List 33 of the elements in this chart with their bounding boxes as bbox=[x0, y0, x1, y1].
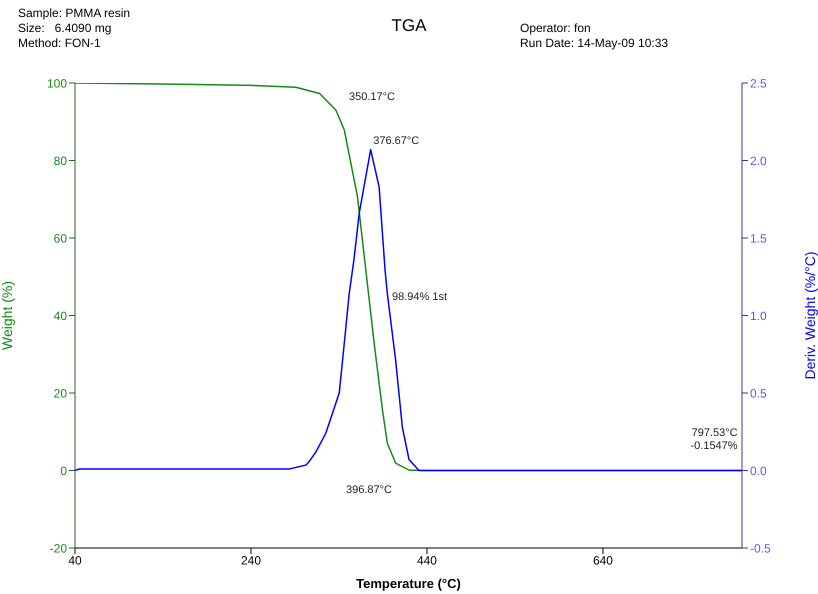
y2-tick-label: -0.5 bbox=[750, 541, 772, 556]
x-axis-title: Temperature (°C) bbox=[356, 576, 461, 591]
annotation: 797.53°C -0.1547% bbox=[690, 427, 738, 452]
y2-tick-label: 2.5 bbox=[750, 76, 768, 90]
y-tick-label: -20 bbox=[50, 541, 68, 556]
y2-tick-label: 0.0 bbox=[750, 464, 768, 478]
y-tick-label: 100 bbox=[46, 76, 68, 90]
annotation: 350.17°C bbox=[349, 91, 396, 103]
x-tick-label: 640 bbox=[592, 554, 614, 568]
text: Size: 6.4090 mg bbox=[18, 21, 112, 36]
y2-axis-title: Deriv. Weight (%/°C) bbox=[802, 252, 818, 380]
y2-tick-label: 0.5 bbox=[750, 386, 768, 400]
text: Operator: fon bbox=[520, 21, 592, 36]
y-tick-label: 0 bbox=[60, 464, 68, 478]
x-tick-label: 240 bbox=[240, 554, 262, 568]
annotation: 396.87°C bbox=[346, 484, 392, 496]
y-tick-label: 20 bbox=[54, 386, 68, 400]
text: Run Date: 14-May-09 10:33 bbox=[520, 36, 668, 51]
y2-tick-label: 2.0 bbox=[750, 154, 768, 168]
text: Sample: PMMA resin bbox=[18, 6, 130, 21]
chart-title: TGA bbox=[392, 16, 426, 35]
y2-tick-label: 1.0 bbox=[750, 308, 768, 323]
line-series bbox=[75, 148, 742, 472]
y-tick-label: 80 bbox=[54, 154, 68, 168]
y-tick-label: 40 bbox=[54, 308, 68, 323]
x-tick-label: 440 bbox=[416, 554, 438, 568]
y-axis-title: Weight (%) bbox=[0, 281, 15, 350]
text: Method: FON-1 bbox=[18, 36, 102, 51]
x-tick-label: 40 bbox=[68, 554, 82, 568]
annotation: 376.67°C bbox=[373, 135, 420, 148]
y2-tick-label: 1.5 bbox=[750, 231, 768, 246]
annotation: 98.94% 1st bbox=[392, 291, 448, 303]
y-tick-label: 60 bbox=[54, 231, 68, 246]
